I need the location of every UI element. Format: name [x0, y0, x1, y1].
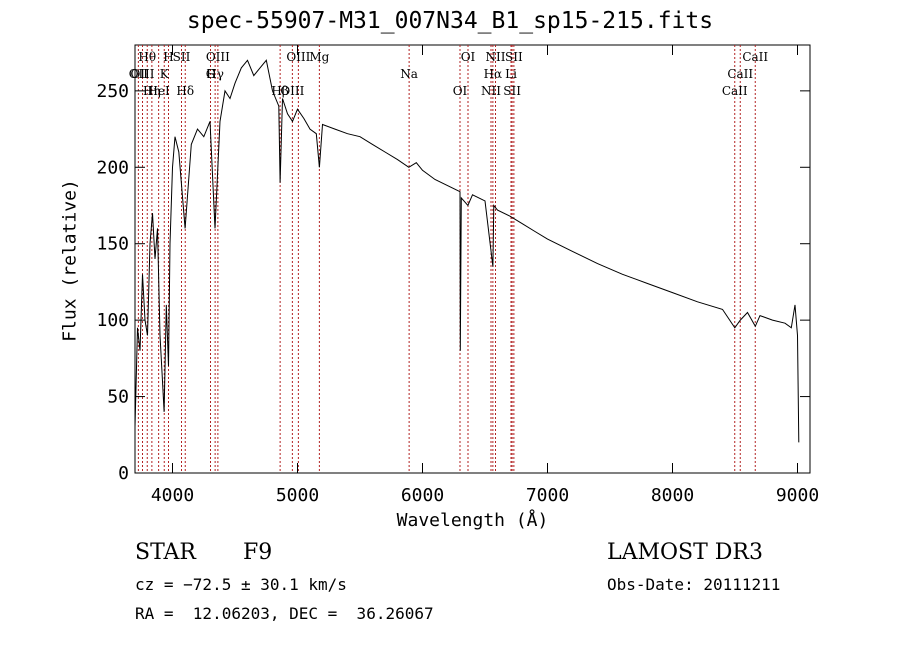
spectral-line-label: Hθ — [138, 50, 156, 64]
spectral-line-label: Hη — [143, 84, 161, 98]
spectral-line-label: CaII — [742, 50, 768, 64]
plot-frame — [134, 44, 811, 474]
y-tick-label: 200 — [96, 157, 129, 178]
x-tick-label: 7000 — [526, 485, 569, 506]
x-tick-label: 6000 — [401, 485, 444, 506]
obs-date-label: Obs-Date: 20111211 — [607, 575, 781, 594]
y-tick-label: 250 — [96, 81, 129, 102]
y-tick-label: 50 — [107, 387, 129, 408]
spectral-line-label: OIII — [130, 67, 154, 81]
spectral-line-label: SII — [503, 84, 521, 98]
spectral-line-label: NII — [481, 84, 501, 98]
spectral-line-label: NII — [486, 50, 506, 64]
spectral-line-label: OI — [453, 84, 468, 98]
spectral-line-label: OIII — [286, 50, 310, 64]
subclass-label: F9 — [243, 540, 273, 565]
spectral-line-label: CaII — [722, 84, 748, 98]
spectral-line-label: H — [163, 50, 173, 64]
coords-label: RA = 12.06203, DEC = 36.26067 — [135, 604, 434, 623]
x-tick-label: 8000 — [651, 485, 694, 506]
y-tick-label: 0 — [118, 463, 129, 484]
spectrum-line — [134, 59, 800, 443]
spectral-line-label: OIII — [206, 50, 230, 64]
spectral-line-label: CaII — [727, 67, 753, 81]
y-tick-label: 150 — [96, 234, 129, 255]
class-label: STAR — [135, 540, 196, 565]
x-tick-label: 9000 — [776, 485, 819, 506]
spectral-line-label: Hβ — [271, 84, 288, 98]
chart-title: spec-55907-M31_007N34_B1_sp15-215.fits — [186, 8, 714, 34]
spectral-line-label: SII — [505, 50, 523, 64]
spectral-line-label: Li — [505, 67, 517, 81]
x-tick-label: 5000 — [276, 485, 319, 506]
spectral-line-label: Na — [400, 67, 418, 81]
spectral-line-label: HeI — [147, 84, 170, 98]
x-axis-label: Wavelength (Å) — [396, 510, 549, 531]
spectral-line-label: OI — [461, 50, 476, 64]
x-tick-label: 4000 — [151, 485, 194, 506]
spectral-line-label: G — [206, 67, 216, 81]
spectral-line-label: K — [160, 67, 170, 81]
spectral-line-label: Mg — [309, 50, 329, 64]
redshift-label: cz = −72.5 ± 30.1 km/s — [135, 575, 347, 594]
y-tick-label: 100 — [96, 310, 129, 331]
y-axis-label: Flux (relative) — [59, 179, 81, 342]
spectral-line-label: Hγ — [206, 67, 224, 81]
spectral-line-label: Hα — [484, 67, 503, 81]
spectral-line-label: OII — [129, 67, 149, 81]
spectral-line-label: SII — [173, 50, 191, 64]
spectral-line-label: OIII — [280, 84, 304, 98]
spectral-line-label: Hδ — [176, 84, 194, 98]
survey-label: LAMOST DR3 — [607, 540, 763, 565]
